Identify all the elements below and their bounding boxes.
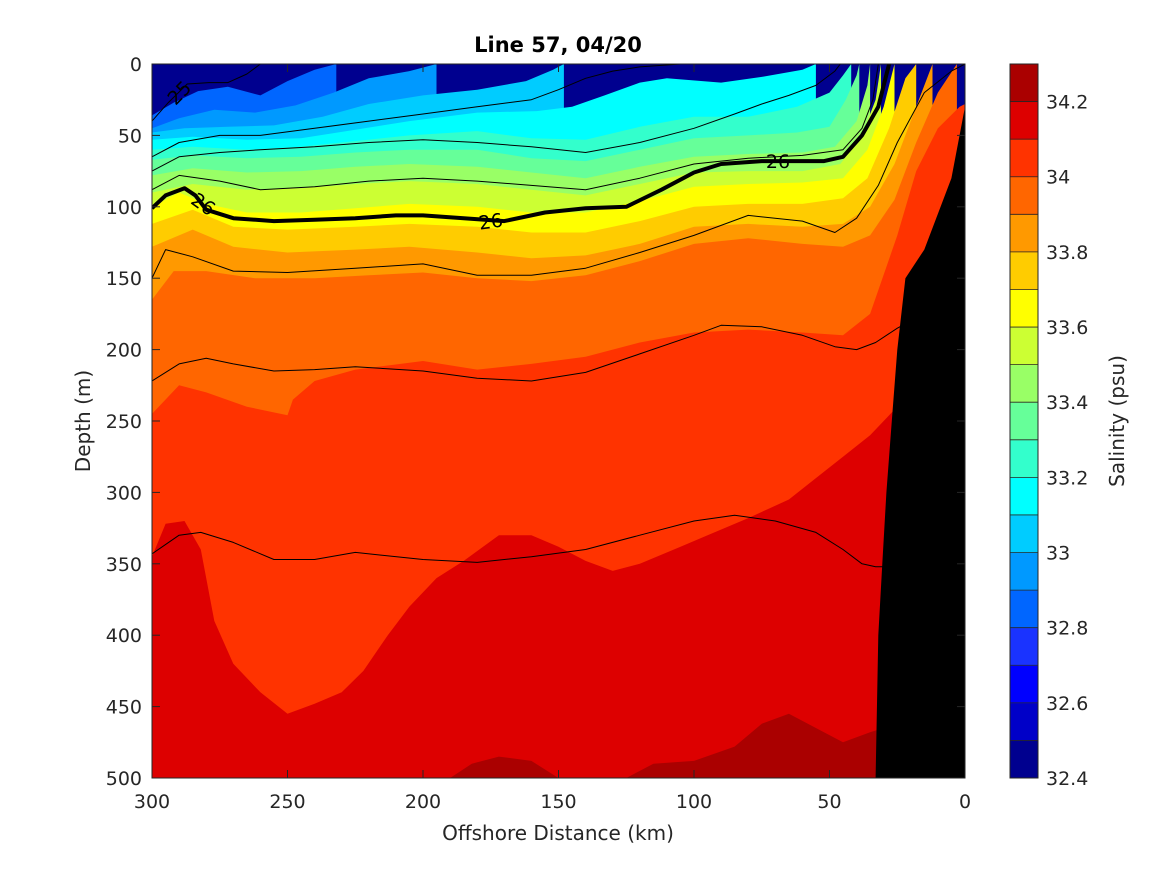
colorbar-swatch — [1010, 139, 1038, 178]
y-tick-label: 100 — [106, 197, 142, 219]
colorbar-tick-label: 33 — [1046, 543, 1070, 565]
y-tick-label: 300 — [106, 482, 142, 504]
isopycnal-26.5 — [152, 320, 912, 382]
y-tick-label: 50 — [118, 125, 142, 147]
x-tick-label: 100 — [676, 791, 712, 813]
colorbar-swatch — [1010, 101, 1038, 140]
seafloor-bathymetry — [875, 106, 965, 778]
plot-area — [152, 64, 965, 778]
x-tick-label: 300 — [134, 791, 170, 813]
y-tick-label: 350 — [106, 554, 142, 576]
isopycnal-25.75 — [152, 64, 879, 191]
salinity-contour-fills — [152, 64, 965, 778]
colorbar-swatch — [1010, 214, 1038, 253]
colorbar-swatch — [1010, 627, 1038, 666]
contour-label-text: 26 — [477, 210, 504, 235]
colorbar-tick-label: 33.6 — [1046, 317, 1088, 339]
x-tick-label: 250 — [269, 791, 305, 813]
x-tick-label: 50 — [817, 791, 841, 813]
isopycnal-26.75 — [152, 514, 890, 568]
colorbar-swatch — [1010, 402, 1038, 441]
colorbar-tick-label: 33.8 — [1046, 242, 1088, 264]
colorbar-tick-label: 33.4 — [1046, 392, 1088, 414]
x-tick-label: 0 — [959, 791, 971, 813]
seafloor-shape — [875, 106, 965, 778]
y-axis: 0 50 100 150 200 250 300 350 400 450 500 — [106, 54, 965, 790]
colorbar-swatch — [1010, 251, 1038, 290]
isopycnal-24.5 — [152, 64, 681, 158]
salinity-level-34.1 — [152, 64, 965, 778]
colorbar-swatch — [1010, 364, 1038, 403]
y-tick-label: 450 — [106, 697, 142, 719]
colorbar-swatch — [1010, 740, 1038, 779]
colorbar-tick-label: 34.2 — [1046, 92, 1088, 114]
colorbar-tick-label: 33.2 — [1046, 467, 1088, 489]
isopycnal-25 — [152, 64, 261, 122]
y-axis-label: Depth (m) — [71, 370, 95, 472]
colorbar-swatch — [1010, 665, 1038, 704]
colorbar-swatch — [1010, 439, 1038, 478]
colorbar-swatch — [1010, 702, 1038, 741]
colorbar: 32.4 32.6 32.8 33 33.2 33.4 33.6 33.8 34 34.2 — [1009, 63, 1088, 790]
colorbar-tick-label: 32.8 — [1046, 618, 1088, 640]
chart-title: Line 57, 04/20 — [474, 33, 642, 57]
colorbar-swatch — [1010, 552, 1038, 591]
y-tick-label: 0 — [130, 54, 142, 76]
isopycnal-26 — [152, 64, 892, 224]
colorbar-tick-label: 32.6 — [1046, 693, 1088, 715]
x-axis-label: Offshore Distance (km) — [442, 821, 674, 845]
colorbar-swatch — [1010, 327, 1038, 366]
x-axis: 300 250 200 150 100 50 0 — [134, 64, 971, 813]
y-tick-label: 250 — [106, 411, 142, 433]
density-contour-lines — [152, 64, 965, 568]
contour-label-2: 26 — [477, 210, 504, 235]
colorbar-swatch — [1010, 64, 1038, 103]
colorbar-swatch — [1010, 289, 1038, 328]
y-tick-label: 150 — [106, 268, 142, 290]
colorbar-tick-label: 32.4 — [1046, 768, 1088, 790]
colorbar-swatch — [1010, 590, 1038, 629]
contour-label-3: 26 — [766, 151, 790, 173]
x-tick-label: 200 — [405, 791, 441, 813]
contour-label-text: 26 — [766, 151, 790, 173]
y-tick-label: 200 — [106, 340, 142, 362]
colorbar-swatch — [1010, 514, 1038, 554]
colorbar-swatch — [1010, 477, 1038, 516]
x-tick-label: 150 — [540, 791, 576, 813]
y-tick-label: 500 — [106, 768, 142, 790]
colorbar-swatch — [1010, 176, 1038, 215]
isopycnal-26.25 — [152, 64, 965, 279]
y-tick-label: 400 — [106, 625, 142, 647]
colorbar-label: Salinity (psu) — [1105, 355, 1129, 487]
isopycnal-25.5 — [152, 64, 841, 172]
colorbar-tick-label: 34 — [1046, 167, 1070, 189]
